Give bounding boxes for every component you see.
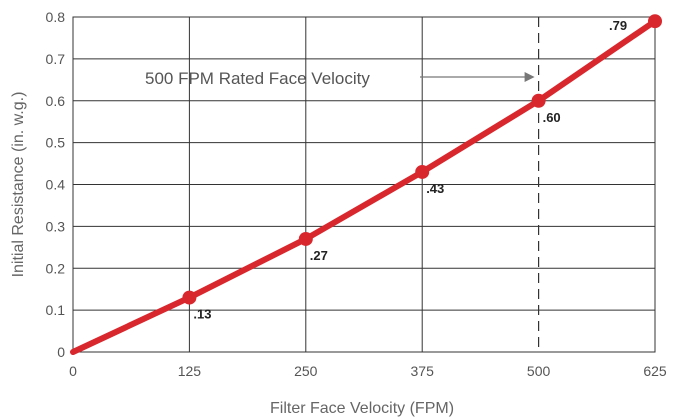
data-label: .13 — [193, 307, 211, 322]
y-tick-label: 0.4 — [46, 177, 66, 193]
y-tick-label: 0.1 — [46, 302, 66, 318]
y-tick-label: 0.5 — [46, 135, 66, 151]
y-tick-label: 0.7 — [46, 51, 66, 67]
y-tick-label: 0.8 — [46, 9, 66, 25]
series-line — [70, 18, 658, 355]
x-tick-label: 500 — [527, 363, 551, 379]
x-tick-label: 250 — [294, 363, 318, 379]
data-label: .27 — [310, 248, 328, 263]
y-tick-label: 0.6 — [46, 93, 66, 109]
grid — [72, 16, 656, 353]
data-point — [415, 164, 430, 179]
data-label: .60 — [543, 110, 561, 125]
x-axis-title: Filter Face Velocity (FPM) — [270, 400, 454, 417]
data-point — [182, 290, 197, 305]
series-group: .13 .27 .43 .60 .79 — [70, 14, 662, 355]
x-tick-label: 125 — [178, 363, 202, 379]
y-tick-label: 0 — [57, 344, 65, 360]
data-point — [648, 14, 662, 29]
data-label: .79 — [609, 18, 627, 33]
x-tick-label: 0 — [69, 363, 77, 379]
annotation-arrow-head — [524, 72, 535, 82]
annotation-label: 500 FPM Rated Face Velocity — [145, 69, 370, 88]
data-point — [531, 93, 546, 108]
x-tick-label: 625 — [643, 363, 667, 379]
y-tick-label: 0.3 — [46, 218, 66, 234]
x-tick-labels: 0 125 250 375 500 625 — [69, 363, 667, 379]
y-axis-title: Initial Resistance (in. w.g.) — [10, 92, 27, 278]
x-tick-label: 375 — [411, 363, 435, 379]
y-tick-label: 0.2 — [46, 260, 66, 276]
y-tick-labels: 0 0.1 0.2 0.3 0.4 0.5 0.6 0.7 0.8 — [46, 9, 66, 360]
annotation-group: 500 FPM Rated Face Velocity — [145, 69, 535, 88]
data-point — [298, 231, 313, 246]
data-label: .43 — [426, 181, 444, 196]
